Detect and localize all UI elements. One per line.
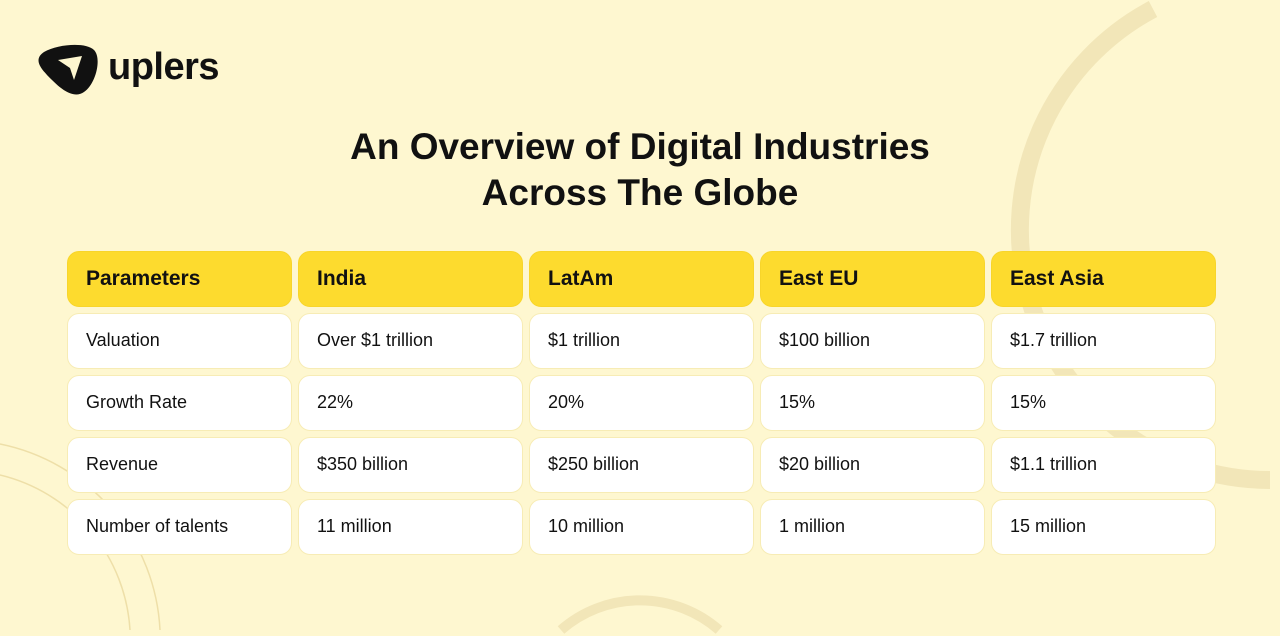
table-row-label: Revenue	[67, 437, 292, 493]
table-row-label: Growth Rate	[67, 375, 292, 431]
table-cell: $20 billion	[760, 437, 985, 493]
table-cell: $1 trillion	[529, 313, 754, 369]
uplers-logo: uplers	[38, 44, 220, 96]
brand-name: uplers	[108, 46, 220, 88]
table-header-cell: Parameters	[67, 251, 292, 307]
table-cell: 1 million	[760, 499, 985, 555]
comparison-table: Parameters India LatAm East EU East Asia Valu…	[67, 251, 1216, 555]
table-cell: 20%	[529, 375, 754, 431]
table-cell: 11 million	[298, 499, 523, 555]
table-cell: 15 million	[991, 499, 1216, 555]
table-cell: Over $1 trillion	[298, 313, 523, 369]
table-cell: $100 billion	[760, 313, 985, 369]
table-cell: 15%	[760, 375, 985, 431]
table-cell: $1.1 trillion	[991, 437, 1216, 493]
table-cell: 15%	[991, 375, 1216, 431]
table-header-cell: LatAm	[529, 251, 754, 307]
table-header-cell: India	[298, 251, 523, 307]
table-cell: $250 billion	[529, 437, 754, 493]
table-cell: 10 million	[529, 499, 754, 555]
table-cell: 22%	[298, 375, 523, 431]
table-row-label: Valuation	[67, 313, 292, 369]
table-row-label: Number of talents	[67, 499, 292, 555]
table-cell: $1.7 trillion	[991, 313, 1216, 369]
table-header-cell: East Asia	[991, 251, 1216, 307]
table-header-cell: East EU	[760, 251, 985, 307]
page-title: An Overview of Digital Industries Across…	[350, 126, 930, 213]
table-cell: $350 billion	[298, 437, 523, 493]
uplers-logo-icon	[38, 44, 98, 95]
